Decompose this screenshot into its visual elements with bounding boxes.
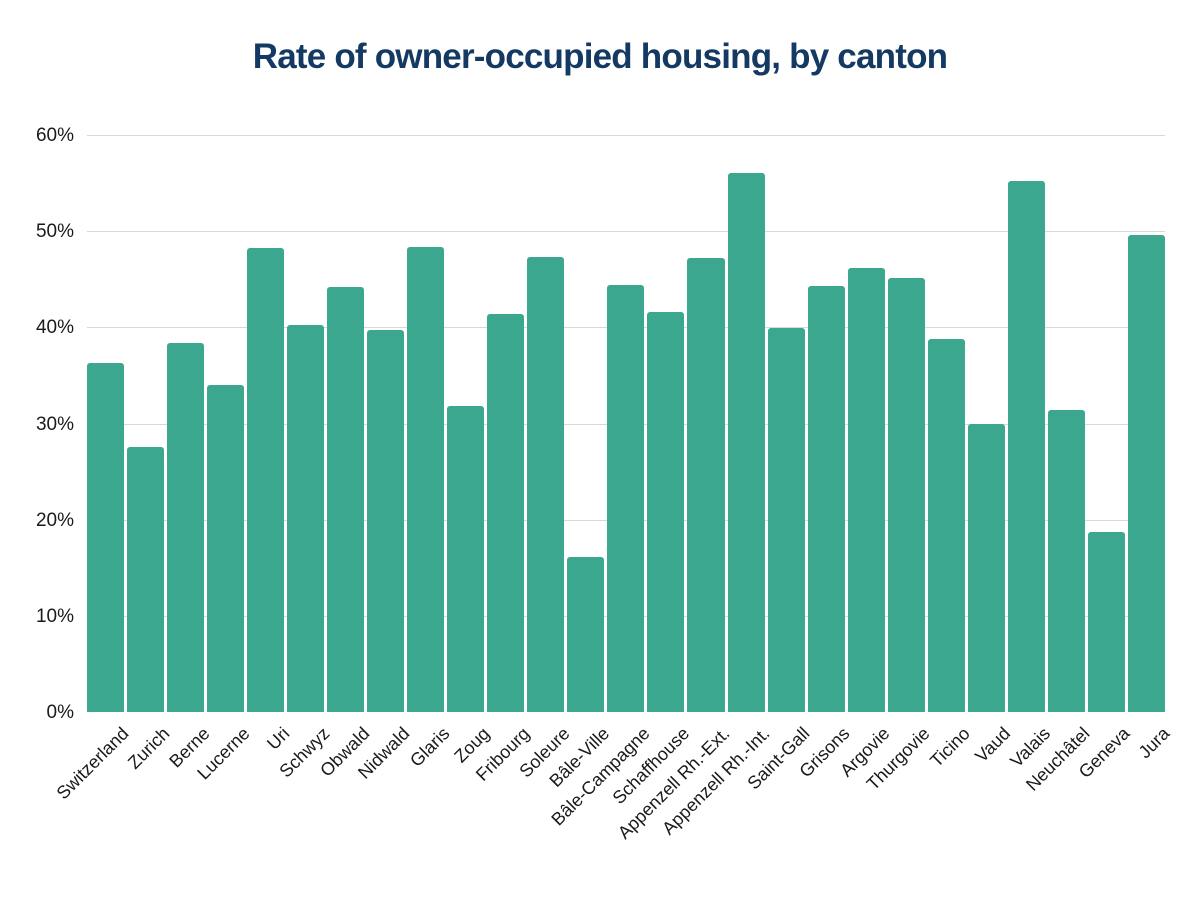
bar-jura bbox=[1127, 235, 1165, 712]
bar-thurgovie bbox=[887, 278, 925, 712]
bar-uri bbox=[247, 248, 285, 712]
bar-schwyz bbox=[287, 325, 325, 712]
x-axis-tick-label: Zurich bbox=[123, 723, 173, 773]
bar-schaffhouse bbox=[647, 311, 685, 712]
gridline bbox=[87, 135, 1165, 136]
plot-area bbox=[87, 135, 1165, 712]
bar-appenzell-rh-ext- bbox=[687, 258, 725, 712]
bar-grisons bbox=[807, 285, 845, 712]
bar-zoug bbox=[447, 406, 485, 712]
bar-vaud bbox=[967, 424, 1005, 712]
y-axis-tick-label: 40% bbox=[35, 317, 74, 339]
bar-obwald bbox=[327, 286, 365, 712]
bar-geneva bbox=[1087, 532, 1125, 712]
bar-b-le-campagne bbox=[607, 285, 645, 712]
y-axis-tick-label: 0% bbox=[46, 702, 74, 723]
bar-appenzell-rh-int- bbox=[727, 173, 765, 712]
bar-zurich bbox=[127, 446, 165, 712]
bar-saint-gall bbox=[767, 328, 805, 712]
x-axis-tick-label: Jura bbox=[1134, 723, 1174, 763]
y-axis-tick-label: 20% bbox=[35, 509, 74, 531]
chart-title: Rate of owner-occupied housing, by canto… bbox=[252, 37, 948, 76]
x-axis-tick-label: Glaris bbox=[405, 723, 454, 771]
bars-layer bbox=[87, 135, 1165, 712]
bar-soleure bbox=[527, 257, 565, 712]
gridline bbox=[87, 231, 1165, 233]
bar-nidwald bbox=[367, 330, 405, 712]
bar-ticino bbox=[927, 338, 965, 712]
y-axis-tick-label: 50% bbox=[35, 221, 74, 243]
x-axis-tick-label: Ticino bbox=[925, 723, 974, 771]
bar-fribourg bbox=[487, 313, 525, 712]
x-axis-tick-label: Switzerland bbox=[53, 723, 133, 804]
bar-neuch-tel bbox=[1047, 410, 1085, 712]
bar-berne bbox=[167, 342, 205, 712]
bar-glaris bbox=[407, 246, 445, 712]
bar-valais bbox=[1007, 181, 1045, 712]
y-axis-tick-label: 60% bbox=[35, 125, 74, 146]
x-axis-tick-label: Uri bbox=[262, 723, 294, 754]
x-axis-tick-label: Vaud bbox=[970, 723, 1014, 767]
bar-argovie bbox=[847, 267, 885, 712]
y-axis-tick-label: 30% bbox=[35, 413, 74, 435]
y-axis-tick-label: 10% bbox=[35, 605, 74, 627]
bar-b-le-ville bbox=[567, 557, 605, 712]
bar-switzerland bbox=[87, 362, 125, 712]
bar-lucerne bbox=[207, 385, 245, 712]
